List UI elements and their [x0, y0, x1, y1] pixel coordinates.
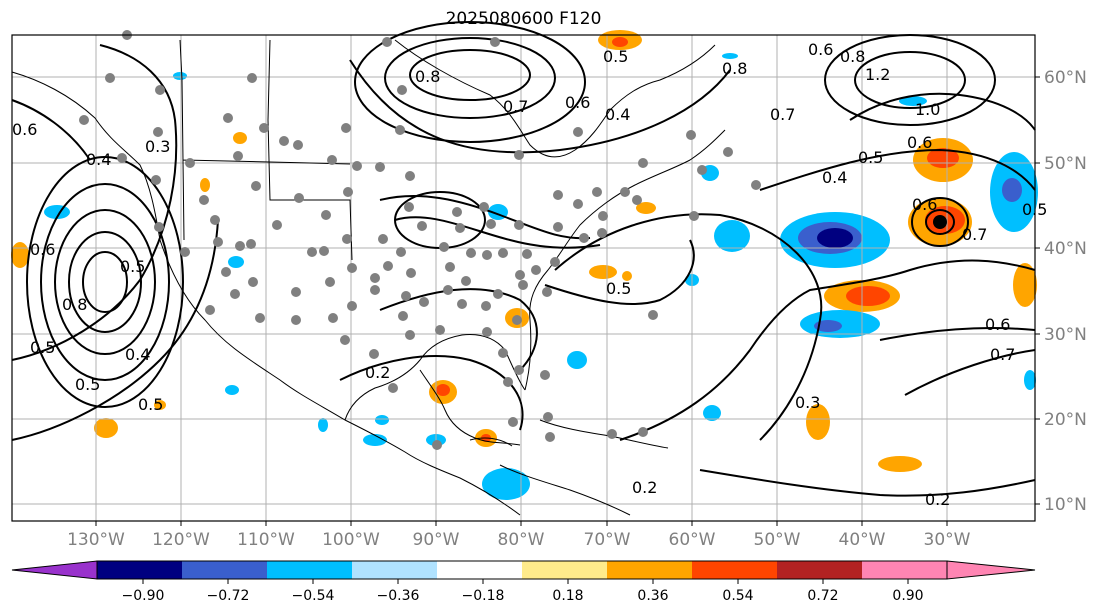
contour-label: 0.2: [925, 490, 950, 509]
contour-label: 0.6: [12, 120, 37, 139]
lat-tick-label: 30°N: [1044, 325, 1087, 345]
map-frame: [11, 34, 1036, 522]
lat-tick-label: 40°N: [1044, 239, 1087, 259]
lat-tick-label: 20°N: [1044, 410, 1087, 430]
contour-label: 0.6: [985, 315, 1010, 334]
colorbar-segment: [692, 561, 777, 579]
lat-tick-label: 60°N: [1044, 68, 1087, 88]
contour-label: 0.8: [840, 47, 865, 66]
lon-ticks: [95, 521, 948, 526]
contour-label: 0.2: [365, 363, 390, 382]
colorbar-segment: [777, 561, 862, 579]
lon-tick-label: 90°W: [413, 530, 460, 550]
contour-label: 0.7: [503, 97, 528, 116]
lon-tick-label: 110°W: [237, 530, 295, 550]
colorbar-segment: [522, 561, 607, 579]
colorbar-tick-label: −0.72: [207, 588, 250, 604]
contour-label: 0.6: [907, 133, 932, 152]
contour-label: 0.4: [86, 150, 111, 169]
colorbar-arrow-left: [11, 560, 98, 580]
colorbar-tick-label: −0.54: [292, 588, 335, 604]
lon-tick-label: 120°W: [152, 530, 210, 550]
colorbar-tick-label: −0.18: [462, 588, 505, 604]
contour-label: 0.8: [722, 59, 747, 78]
contour-label: 0.3: [145, 137, 170, 156]
contour-label: 0.6: [912, 195, 937, 214]
contour-label: 0.4: [125, 345, 150, 364]
contour-label: 0.5: [30, 338, 55, 357]
lat-ticks: [1035, 76, 1040, 505]
contour-label: 0.5: [75, 375, 100, 394]
lon-tick-label: 60°W: [669, 530, 716, 550]
station-dots: [79, 30, 761, 450]
colorbar-arrow-right: [946, 560, 1036, 580]
contour-label: 0.5: [858, 148, 883, 167]
lon-tick-label: 70°W: [584, 530, 631, 550]
lat-labels: 60°N 50°N 40°N 30°N 20°N 10°N: [1044, 68, 1087, 515]
lon-tick-label: 130°W: [67, 530, 125, 550]
colorbar-tick-label: 0.36: [637, 588, 668, 604]
contour-labels: 0.8 0.7 0.6 0.4 0.5 0.6 0.8 1.2 1.0 0.6 …: [12, 40, 1047, 509]
contour-label: 0.8: [415, 67, 440, 86]
contours: [11, 21, 1036, 497]
colorbar-tick-label: 0.18: [552, 588, 583, 604]
colorbar-segment: [607, 561, 692, 579]
lon-labels: 130°W 120°W 110°W 100°W 90°W 80°W 70°W 6…: [67, 530, 971, 550]
contour-label: 0.3: [795, 393, 820, 412]
colorbar-tick-label: 0.90: [892, 588, 923, 604]
colorbar-segment: [437, 561, 522, 579]
contour-label: 0.5: [606, 279, 631, 298]
contour-label: 0.7: [770, 105, 795, 124]
coastlines: [11, 39, 726, 516]
lon-tick-label: 80°W: [498, 530, 545, 550]
colorbar-tick-label: −0.90: [122, 588, 165, 604]
contour-label: 0.5: [120, 257, 145, 276]
lat-tick-label: 50°N: [1044, 154, 1087, 174]
colorbar-segment: [267, 561, 352, 579]
lon-tick-label: 50°W: [754, 530, 801, 550]
contour-label: 0.7: [962, 225, 987, 244]
colorbar-tick-label: 0.72: [807, 588, 838, 604]
lon-tick-label: 40°W: [839, 530, 886, 550]
contour-label: 0.6: [30, 240, 55, 259]
contour-label: 1.0: [915, 100, 940, 119]
contour-label: 0.2: [632, 478, 657, 497]
contour-label: 0.6: [565, 93, 590, 112]
colorbar-segment: [352, 561, 437, 579]
colorbar-tick-label: 0.54: [722, 588, 753, 604]
contour-label: 0.6: [808, 40, 833, 59]
lon-tick-label: 100°W: [322, 530, 380, 550]
chart-title: 2025080600 F120: [445, 9, 602, 29]
contour-label: 0.8: [62, 295, 87, 314]
lat-tick-label: 10°N: [1044, 495, 1087, 515]
colorbar-border: [96, 560, 948, 580]
contour-label: 0.4: [605, 105, 630, 124]
colorbar-segment: [862, 561, 947, 579]
contour-label: 1.2: [865, 65, 890, 84]
colorbar-segment: [182, 561, 267, 579]
colorbar-tick-label: −0.36: [377, 588, 420, 604]
colorbar-segment: [97, 561, 182, 579]
center-marker: [933, 215, 947, 229]
contour-label: 0.7: [990, 345, 1015, 364]
contour-label: 0.5: [138, 395, 163, 414]
contour-label: 0.5: [603, 47, 628, 66]
lon-tick-label: 30°W: [924, 530, 971, 550]
contour-label: 0.4: [822, 168, 847, 187]
colorbar: −0.90 −0.72 −0.54 −0.36 −0.18 0.18 0.36 …: [11, 560, 1036, 604]
